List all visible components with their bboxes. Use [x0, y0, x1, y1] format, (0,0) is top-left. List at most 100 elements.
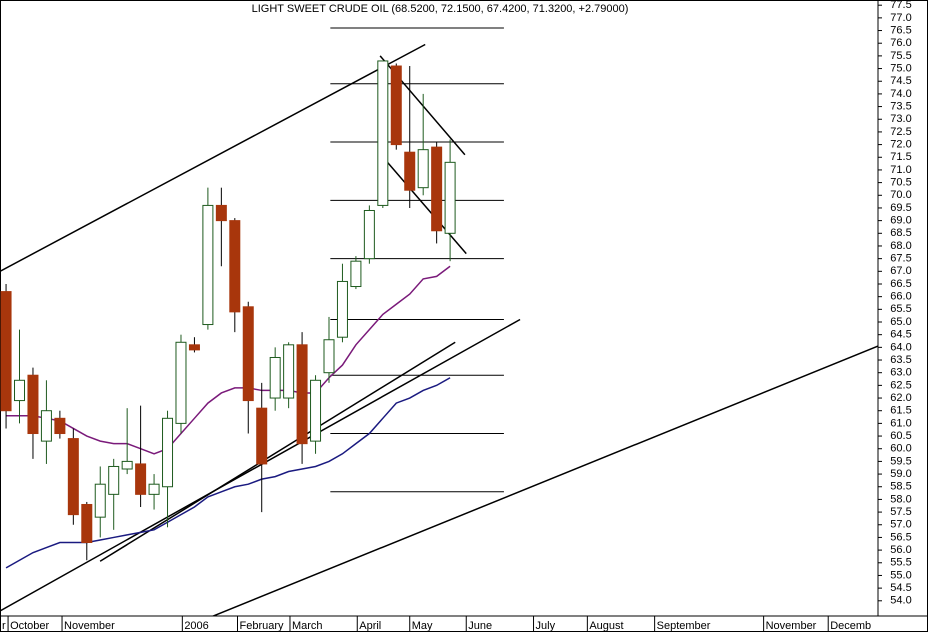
y-tick-label: 73.0	[890, 113, 911, 125]
candle-body	[135, 463, 147, 495]
trend-line	[211, 345, 878, 616]
y-tick-label: 62.0	[890, 392, 911, 404]
y-tick-label: 57.5	[890, 506, 911, 518]
candle-body	[54, 417, 66, 435]
moving-average	[6, 265, 451, 455]
y-tick-label: 59.5	[890, 455, 911, 467]
y-tick-label: 63.0	[890, 367, 911, 379]
candle-body	[188, 344, 200, 351]
candle-body	[431, 146, 443, 232]
x-tick-label: March	[292, 620, 323, 632]
x-tick-label: July	[536, 620, 556, 632]
candle-body	[296, 344, 308, 445]
candle-body	[162, 417, 174, 488]
y-tick-label: 61.5	[890, 405, 911, 417]
x-tick-label: November	[766, 620, 817, 632]
candle-body	[67, 438, 79, 516]
y-tick-label: 74.5	[890, 75, 911, 87]
y-tick-label: 77.5	[890, 0, 911, 11]
y-tick-label: 64.0	[890, 341, 911, 353]
x-tick-label: November	[64, 620, 115, 632]
moving-average	[5, 377, 451, 569]
candle-body	[336, 280, 348, 338]
y-tick-label: 60.0	[890, 443, 911, 455]
candle-body	[350, 260, 362, 288]
y-tick-label: 58.5	[890, 481, 911, 493]
chart-title: LIGHT SWEET CRUDE OIL (68.5200, 72.1500,…	[252, 3, 629, 15]
candle-body	[121, 460, 133, 470]
y-tick-label: 65.0	[890, 316, 911, 328]
y-tick-label: 59.0	[890, 468, 911, 480]
x-tick-label: May	[412, 620, 433, 632]
x-tick-label: June	[468, 620, 492, 632]
y-tick-label: 73.5	[890, 100, 911, 112]
candle-body	[215, 204, 227, 222]
y-tick-label: 70.5	[890, 177, 911, 189]
y-tick-label: 61.0	[890, 417, 911, 429]
x-tick-label: Decemb	[830, 620, 871, 632]
y-tick-label: 75.5	[890, 50, 911, 62]
y-tick-label: 72.5	[890, 126, 911, 138]
y-tick-label: 54.0	[890, 595, 911, 607]
x-tick-label: r	[2, 620, 6, 632]
y-tick-label: 74.0	[890, 88, 911, 100]
candle-body	[390, 65, 402, 146]
y-tick-label: 57.0	[890, 519, 911, 531]
candle-body	[269, 356, 281, 399]
x-tick-label: August	[589, 620, 623, 632]
candle-body	[40, 410, 52, 442]
y-tick-label: 71.0	[890, 164, 911, 176]
y-tick-label: 71.5	[890, 151, 911, 163]
candle-body	[14, 379, 26, 402]
y-tick-label: 56.0	[890, 544, 911, 556]
trend-line	[99, 341, 456, 562]
y-tick-label: 69.5	[890, 202, 911, 214]
candle-body	[0, 291, 12, 412]
y-tick-label: 69.0	[890, 215, 911, 227]
y-tick-label: 55.5	[890, 557, 911, 569]
y-tick-label: 55.0	[890, 569, 911, 581]
y-tick-label: 68.0	[890, 240, 911, 252]
candle-body	[323, 339, 335, 374]
y-tick-label: 76.0	[890, 37, 911, 49]
candle-body	[202, 204, 214, 326]
trend-line	[384, 159, 467, 255]
y-tick-label: 64.5	[890, 329, 911, 341]
trend-line	[0, 318, 521, 612]
y-tick-label: 65.5	[890, 303, 911, 315]
y-tick-label: 70.0	[890, 189, 911, 201]
y-tick-label: 77.0	[890, 12, 911, 24]
candle-body	[417, 149, 429, 189]
y-tick-label: 66.0	[890, 291, 911, 303]
y-tick-label: 58.0	[890, 493, 911, 505]
candle-body	[256, 407, 268, 465]
candle-body	[27, 374, 39, 435]
x-tick-label: September	[657, 620, 711, 632]
candle-body	[148, 483, 160, 495]
x-tick-label: February	[239, 620, 284, 632]
y-tick-label: 62.5	[890, 379, 911, 391]
x-tick-label: October	[10, 620, 49, 632]
candle-body	[404, 151, 416, 191]
candle-body	[310, 379, 322, 442]
x-tick-label: 2006	[184, 620, 208, 632]
y-tick-label: 67.5	[890, 253, 911, 265]
candle-body	[242, 306, 254, 402]
y-tick-label: 60.5	[890, 430, 911, 442]
y-tick-label: 66.5	[890, 278, 911, 290]
y-tick-label: 63.5	[890, 354, 911, 366]
y-tick-label: 72.0	[890, 138, 911, 150]
y-tick-label: 67.0	[890, 265, 911, 277]
candle-body	[94, 483, 106, 518]
trend-line	[0, 43, 426, 272]
candle-body	[108, 465, 120, 495]
candle-body	[283, 344, 295, 399]
y-tick-label: 54.5	[890, 582, 911, 594]
candle-body	[81, 503, 93, 544]
y-tick-label: 56.5	[890, 531, 911, 543]
candle-body	[377, 60, 389, 206]
candle-body	[229, 220, 241, 313]
candle-body	[444, 161, 456, 234]
x-tick-label: April	[359, 620, 381, 632]
